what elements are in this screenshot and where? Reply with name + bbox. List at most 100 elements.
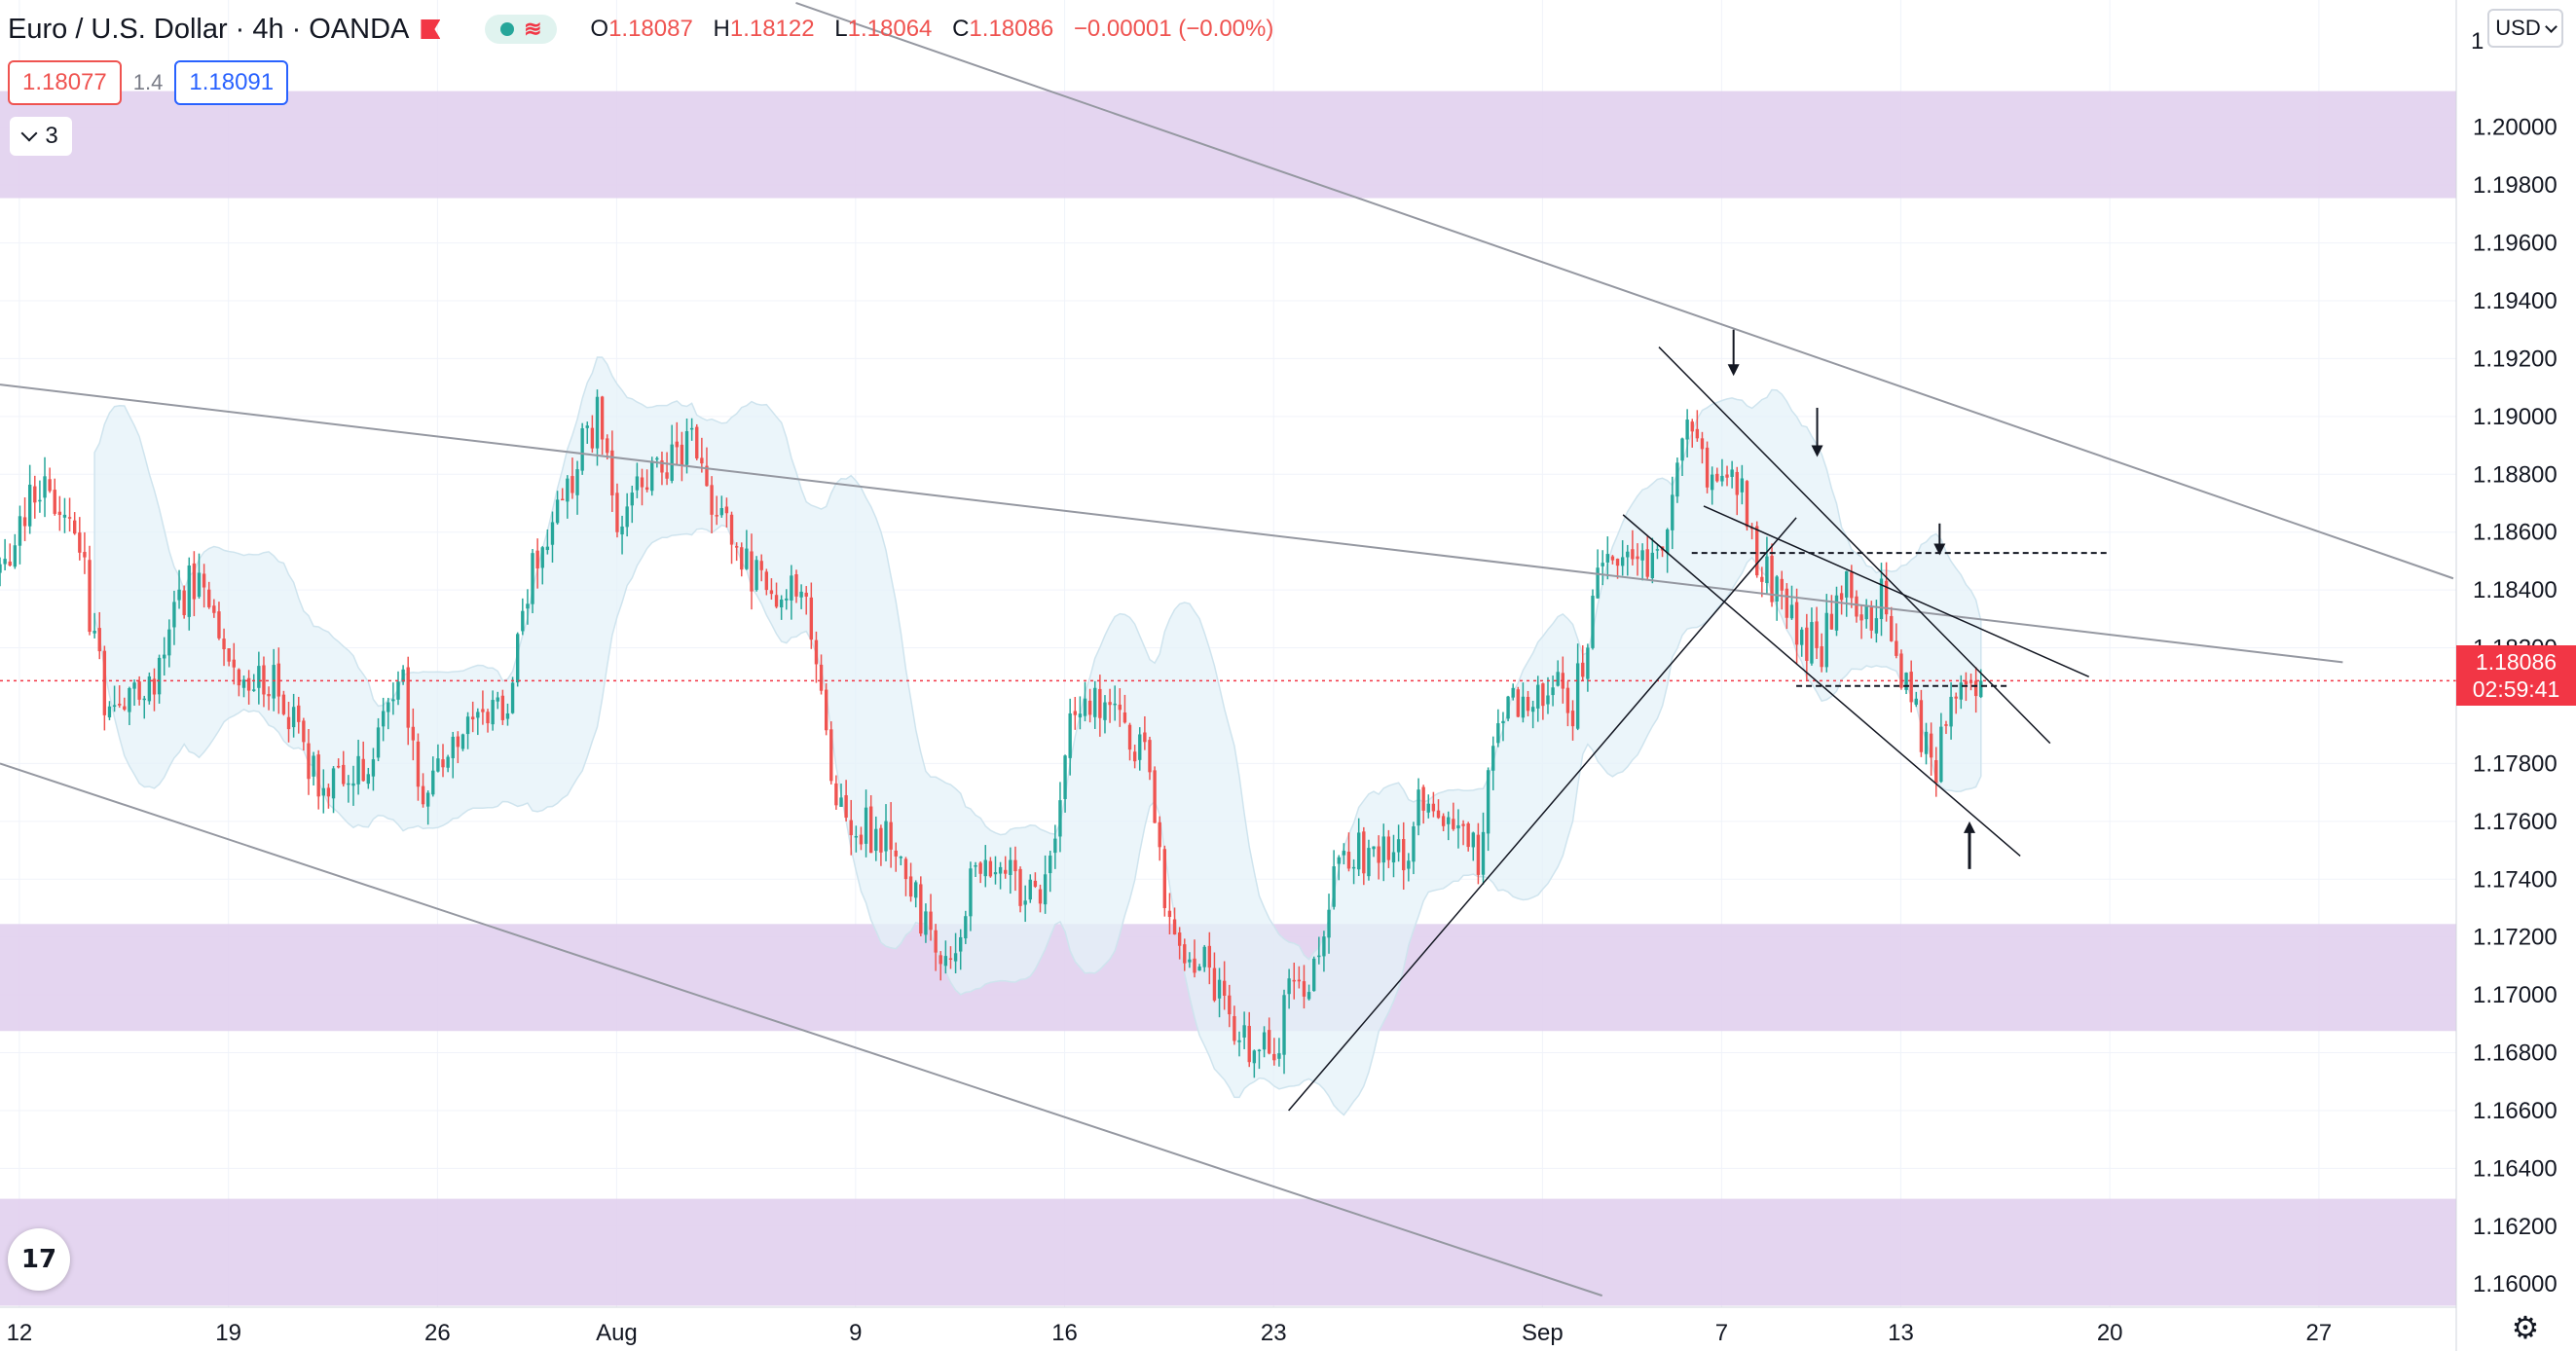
candle [983, 845, 987, 888]
candle [959, 929, 963, 970]
candle-body [1202, 946, 1206, 968]
indicator-status-pill[interactable]: ≋ [485, 15, 558, 44]
indicators-toggle-button[interactable]: 3 [10, 117, 72, 156]
candle-body [1969, 681, 1973, 683]
candle-body [1610, 556, 1615, 561]
candle [839, 784, 843, 808]
candle-body [187, 566, 191, 617]
candle-body [1038, 889, 1043, 904]
candle-body [914, 882, 918, 898]
candle [978, 861, 982, 884]
candle-body [1631, 549, 1635, 560]
sell-price-button[interactable]: 1.18077 [8, 60, 122, 105]
candle-body [297, 705, 301, 722]
candle [1710, 466, 1714, 505]
time-axis[interactable]: 12 19 26 Aug 9 16 23 Sep 7 13 20 27 [7, 1320, 2333, 1346]
candle-body [1934, 759, 1938, 784]
candle-body [1859, 614, 1863, 621]
price-axis[interactable]: 1.20000 1.19800 1.19600 1.19400 1.19200 1.190… [2471, 28, 2558, 1297]
candle-body [57, 511, 62, 516]
candle-body [281, 694, 286, 714]
candle-body [1292, 979, 1296, 982]
candle [192, 551, 197, 617]
candle-body [48, 479, 52, 492]
eye-dot-icon [500, 22, 515, 36]
interval-label[interactable]: 4h [252, 13, 284, 45]
candle-body [521, 610, 525, 632]
candle-body [929, 911, 933, 931]
candle [331, 766, 336, 814]
candle-body [689, 427, 694, 430]
candle-body [1680, 438, 1684, 461]
candle-body [819, 664, 824, 691]
candle-body [745, 548, 749, 569]
candle-body [1671, 494, 1674, 530]
candle [481, 690, 485, 725]
candle-body [1073, 711, 1077, 715]
candle [1471, 831, 1475, 861]
candle-body [903, 858, 908, 880]
candle-body [1964, 680, 1969, 685]
candle [799, 584, 803, 609]
candle [1690, 419, 1694, 448]
price-tick-label: 1.17600 [2473, 809, 2558, 835]
flag-icon[interactable] [421, 19, 441, 39]
candle [1197, 964, 1201, 971]
candle-body [849, 820, 853, 836]
candle-body [1581, 662, 1585, 677]
candle [262, 656, 266, 708]
candle-body [615, 493, 619, 532]
candle [1412, 822, 1416, 875]
symbol-title[interactable]: Euro / U.S. Dollar [8, 13, 228, 45]
candle [1058, 782, 1062, 853]
time-tick-label: 12 [7, 1320, 33, 1346]
candle-body [123, 706, 127, 711]
candle [1337, 855, 1341, 881]
candle-body [1212, 968, 1217, 1001]
candle [1087, 688, 1092, 723]
candle [172, 590, 176, 645]
chevron-down-icon [20, 125, 38, 142]
candle [22, 497, 27, 541]
tradingview-logo[interactable]: 17 [8, 1228, 70, 1291]
candle-body [1346, 852, 1351, 869]
candle [1949, 681, 1953, 740]
price-tick-label: 1.20000 [2473, 115, 2558, 141]
candle [1730, 460, 1734, 489]
candle-body [1297, 979, 1302, 982]
candle-body [1794, 602, 1799, 645]
candle-body [1093, 687, 1097, 717]
candle-body [1302, 981, 1306, 997]
candle [1899, 649, 1903, 690]
candle-body [241, 679, 246, 688]
candle-body [680, 444, 684, 465]
candle [1551, 676, 1555, 707]
price-tick-label: 1.16000 [2473, 1271, 2558, 1297]
candle-body [1287, 978, 1291, 995]
candle-body [371, 759, 376, 777]
candle-body [1197, 967, 1201, 971]
candle [92, 612, 96, 639]
buy-price-button[interactable]: 1.18091 [174, 60, 289, 105]
gear-icon[interactable]: ⚙ [2511, 1310, 2540, 1345]
candle [217, 602, 221, 640]
candle [1396, 824, 1401, 862]
candle [1132, 745, 1137, 769]
candle [740, 542, 744, 577]
candle [829, 721, 833, 785]
candle [710, 476, 714, 533]
currency-select[interactable]: USD [2487, 9, 2563, 48]
candle [187, 557, 191, 631]
candle-body [1322, 936, 1326, 957]
candle-body [1864, 606, 1868, 620]
candle [1671, 476, 1674, 550]
candle [555, 491, 560, 525]
candle [1924, 722, 1929, 765]
candle [197, 553, 202, 600]
candle [83, 531, 87, 574]
candle [1879, 563, 1884, 637]
candle-body [436, 758, 440, 772]
candle [72, 512, 77, 535]
candle [610, 430, 614, 512]
